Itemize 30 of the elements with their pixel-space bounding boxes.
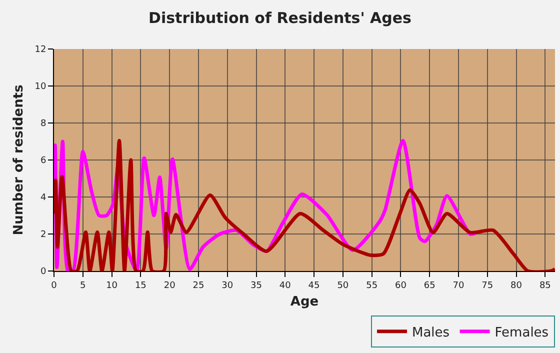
x-tick-label: 70 bbox=[452, 280, 464, 291]
x-tick-label: 75 bbox=[482, 280, 494, 291]
chart-title: Distribution of Residents' Ages bbox=[148, 8, 412, 27]
x-tick-label: 80 bbox=[510, 280, 522, 291]
y-tick-label: 8 bbox=[40, 119, 46, 130]
x-tick-label: 20 bbox=[164, 280, 176, 291]
x-tick-label: 5 bbox=[80, 280, 86, 291]
x-tick-label: 55 bbox=[366, 280, 378, 291]
x-tick-label: 50 bbox=[337, 280, 349, 291]
x-tick-label: 45 bbox=[308, 280, 320, 291]
y-tick-label: 2 bbox=[40, 230, 46, 240]
y-tick-label: 4 bbox=[40, 193, 46, 204]
x-tick-label: 10 bbox=[106, 280, 118, 291]
y-tick-label: 12 bbox=[34, 45, 46, 56]
x-tick-label: 85 bbox=[539, 280, 551, 291]
x-tick-label: 0 bbox=[51, 280, 58, 291]
x-axis-title: Age bbox=[290, 294, 319, 310]
y-tick-label: 6 bbox=[40, 156, 46, 166]
x-tick-label: 25 bbox=[192, 280, 204, 291]
y-tick-label: 0 bbox=[40, 267, 46, 278]
x-tick-label: 15 bbox=[134, 280, 146, 291]
y-axis-title: Number of residents bbox=[12, 84, 27, 236]
x-tick-label: 35 bbox=[250, 280, 262, 291]
x-tick-label: 60 bbox=[394, 280, 407, 291]
x-tick-label: 30 bbox=[222, 280, 234, 291]
legend-label: Males bbox=[412, 325, 450, 340]
x-tick-label: 40 bbox=[279, 280, 292, 291]
legend-label: Females bbox=[494, 325, 549, 340]
x-tick-label: 65 bbox=[424, 280, 436, 291]
y-tick-label: 10 bbox=[34, 82, 46, 92]
